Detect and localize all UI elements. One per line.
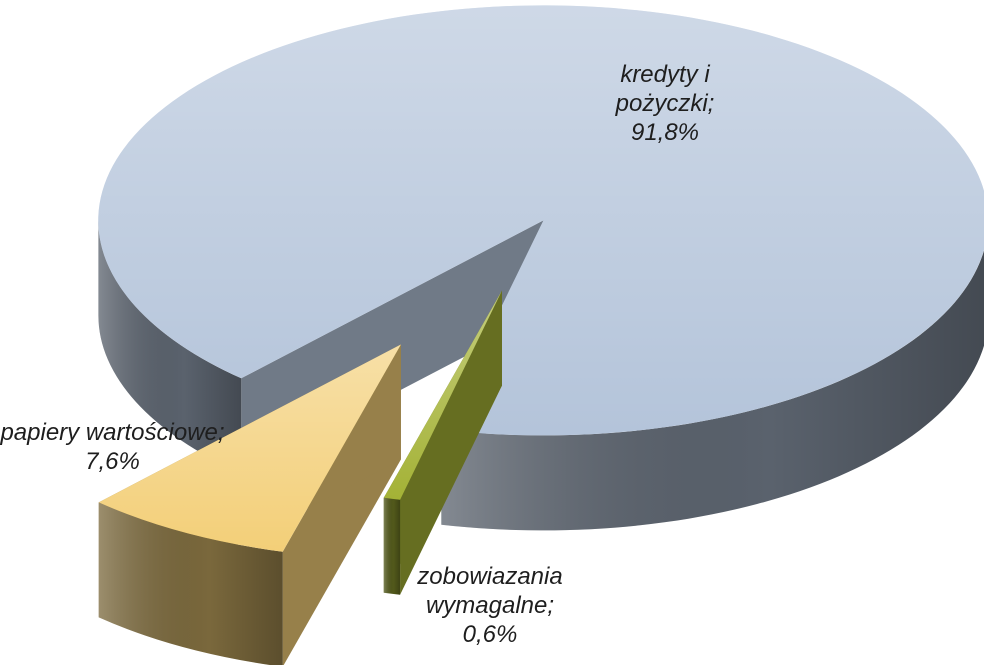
category-label: zobowiazania wymagalne; (417, 563, 563, 619)
value-label: 91,8% (630, 119, 700, 146)
slice-wall-shade (383, 497, 401, 595)
value-label: 7,6% (85, 448, 140, 475)
slice-label: kredyty i pożyczki; 91,8% (585, 60, 745, 147)
slice-side (383, 290, 502, 593)
slice-label: papiery wartościowe; 7,6% (0, 418, 225, 476)
slice-top-shine (98, 5, 984, 436)
value-label: 0,6% (462, 621, 518, 648)
category-label: kredyty i pożyczki; (615, 61, 715, 117)
slice-wall-shade (98, 220, 242, 474)
slice-top-shine (98, 344, 401, 552)
slice-wall-shade (441, 250, 984, 531)
slice-label: zobowiazania wymagalne; 0,6% (395, 562, 585, 649)
category-label: papiery wartościowe; (0, 419, 225, 446)
slice-top-shine (383, 290, 502, 500)
slice-wall-shade (98, 502, 283, 665)
